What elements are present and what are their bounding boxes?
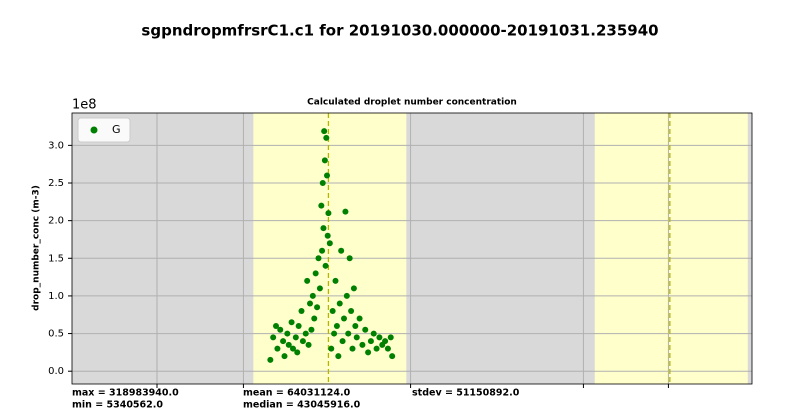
legend-marker bbox=[90, 126, 98, 134]
data-point bbox=[315, 255, 322, 262]
data-point bbox=[341, 315, 347, 322]
data-point bbox=[325, 210, 332, 217]
data-point bbox=[273, 323, 279, 330]
stat-label: max = 318983940.0 bbox=[72, 388, 179, 399]
data-point bbox=[328, 345, 335, 352]
data-point bbox=[350, 285, 357, 292]
stat-label: min = 5340562.0 bbox=[72, 400, 163, 411]
data-point bbox=[333, 323, 340, 330]
data-point bbox=[352, 323, 359, 330]
data-point bbox=[331, 330, 338, 337]
data-point bbox=[284, 330, 291, 337]
data-point bbox=[277, 326, 284, 333]
data-point bbox=[376, 334, 383, 341]
data-point bbox=[308, 326, 315, 333]
data-point bbox=[321, 157, 328, 164]
data-point bbox=[319, 180, 326, 187]
data-point bbox=[367, 338, 374, 345]
data-point bbox=[294, 349, 301, 356]
data-point bbox=[365, 349, 372, 356]
data-point bbox=[322, 262, 329, 269]
plot-frame bbox=[71, 112, 753, 385]
data-point bbox=[346, 255, 353, 262]
data-point bbox=[312, 270, 319, 277]
data-point bbox=[274, 345, 281, 352]
y-tick-label: 1.5 bbox=[48, 253, 64, 264]
y-tick-label: 2.0 bbox=[48, 216, 64, 227]
chart-title: sgpndropmfrsrC1.c1 for 20191030.000000-2… bbox=[141, 22, 658, 40]
chart-subtitle: Calculated droplet number concentration bbox=[307, 98, 517, 108]
y-offset-label: 1e8 bbox=[72, 98, 97, 113]
data-point bbox=[319, 247, 326, 254]
data-point bbox=[267, 356, 274, 363]
stat-label: stdev = 51150892.0 bbox=[412, 388, 520, 399]
data-point bbox=[321, 128, 328, 135]
data-point bbox=[288, 319, 295, 326]
data-point bbox=[373, 345, 380, 352]
data-point bbox=[281, 353, 288, 360]
data-point bbox=[302, 330, 309, 337]
y-tick-label: 1.0 bbox=[48, 291, 64, 302]
data-point bbox=[295, 323, 302, 330]
data-point bbox=[338, 247, 345, 254]
data-point bbox=[314, 304, 321, 311]
y-axis-label: drop_number_conc (m-3) bbox=[32, 185, 42, 311]
data-point bbox=[335, 353, 342, 360]
data-point bbox=[382, 338, 389, 345]
data-point bbox=[323, 134, 330, 141]
y-tick-label: 2.5 bbox=[48, 178, 64, 189]
data-point bbox=[384, 345, 391, 352]
data-point bbox=[304, 277, 311, 284]
data-point bbox=[298, 307, 305, 314]
data-point bbox=[336, 300, 343, 307]
data-point bbox=[389, 353, 396, 360]
data-point bbox=[318, 202, 325, 209]
y-tick-label: 0.5 bbox=[48, 329, 64, 340]
data-point bbox=[362, 326, 369, 333]
data-point bbox=[326, 240, 333, 247]
data-point bbox=[324, 232, 331, 239]
data-point bbox=[348, 307, 355, 314]
data-point bbox=[359, 341, 366, 348]
daylight-region bbox=[594, 113, 748, 384]
legend-box bbox=[77, 117, 131, 143]
legend-label: G bbox=[112, 123, 121, 136]
stat-label: median = 43045916.0 bbox=[243, 400, 361, 411]
data-point bbox=[339, 338, 346, 345]
data-point bbox=[292, 334, 299, 341]
data-point bbox=[343, 292, 350, 299]
data-point bbox=[299, 338, 306, 345]
y-tick-label: 3.0 bbox=[48, 140, 64, 151]
data-point bbox=[309, 292, 316, 299]
data-point bbox=[370, 330, 377, 337]
data-point bbox=[342, 208, 349, 215]
data-point bbox=[290, 345, 296, 352]
data-point bbox=[356, 315, 363, 322]
data-point bbox=[316, 285, 323, 292]
data-point bbox=[349, 345, 356, 352]
data-point bbox=[305, 341, 312, 348]
data-point bbox=[320, 225, 327, 232]
y-tick-label: 0.0 bbox=[48, 366, 64, 377]
data-point bbox=[307, 300, 313, 307]
data-point bbox=[311, 315, 318, 322]
data-point bbox=[324, 172, 330, 179]
data-point bbox=[353, 334, 360, 341]
data-point bbox=[280, 338, 287, 345]
stat-label: mean = 64031124.0 bbox=[243, 388, 351, 399]
data-point bbox=[387, 334, 394, 341]
data-point bbox=[270, 334, 277, 341]
data-point bbox=[332, 277, 339, 284]
data-point bbox=[329, 307, 336, 314]
data-point bbox=[345, 330, 352, 337]
data-point bbox=[285, 341, 292, 348]
